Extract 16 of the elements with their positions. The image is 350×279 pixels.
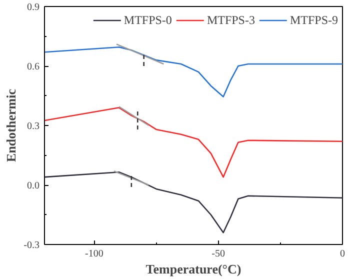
line-series — [44, 171, 342, 234]
x-tick-label: -100 — [85, 248, 104, 260]
line-series — [44, 107, 342, 178]
y-tick-label: 0.9 — [27, 2, 40, 13]
y-tick-label: 0.3 — [27, 121, 40, 132]
y-tick-label: 0.6 — [27, 62, 40, 72]
x-axis-title: Temperature(°C) — [146, 262, 242, 276]
x-tick-label: -50 — [212, 248, 226, 260]
legend-label: MTFPS-3 — [206, 12, 255, 28]
y-tick-label: -0.3 — [24, 240, 40, 251]
line-series — [44, 46, 342, 98]
y-axis-title: Endothermic — [4, 88, 19, 162]
legend-label: MTFPS-9 — [290, 12, 338, 28]
x-tick-label: 0 — [340, 248, 345, 260]
y-tick-label: 0.0 — [27, 180, 40, 192]
legend-label: MTFPS-0 — [124, 12, 172, 28]
